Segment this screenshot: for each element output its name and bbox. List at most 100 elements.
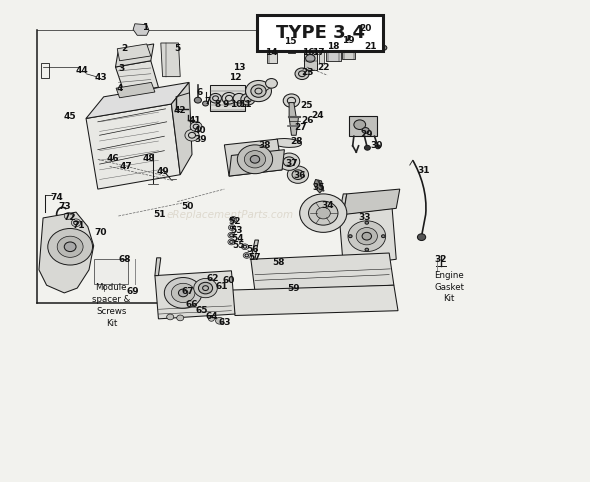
- Circle shape: [198, 282, 212, 294]
- Polygon shape: [339, 208, 396, 266]
- Text: 8: 8: [214, 100, 221, 109]
- Text: 25: 25: [300, 101, 313, 110]
- Circle shape: [185, 130, 199, 141]
- Circle shape: [208, 317, 214, 321]
- Circle shape: [283, 94, 300, 107]
- Circle shape: [348, 221, 386, 252]
- Circle shape: [300, 194, 347, 232]
- Circle shape: [287, 166, 309, 183]
- Text: 22: 22: [317, 63, 329, 71]
- Circle shape: [171, 283, 195, 303]
- Text: 39: 39: [195, 134, 207, 144]
- Circle shape: [295, 68, 309, 80]
- Circle shape: [278, 153, 300, 170]
- Text: 14: 14: [265, 48, 278, 56]
- Circle shape: [178, 289, 188, 297]
- Bar: [209, 85, 245, 111]
- Text: 6: 6: [196, 89, 203, 97]
- Circle shape: [354, 120, 366, 130]
- Text: 34: 34: [321, 201, 334, 210]
- Text: 46: 46: [106, 154, 119, 163]
- Circle shape: [190, 122, 202, 132]
- Bar: [326, 40, 341, 61]
- Circle shape: [230, 216, 237, 222]
- Circle shape: [222, 93, 236, 104]
- Circle shape: [215, 318, 224, 324]
- Bar: [359, 21, 379, 43]
- Text: 64: 64: [205, 312, 218, 321]
- Text: 3: 3: [118, 65, 124, 73]
- Text: 69: 69: [127, 287, 139, 296]
- Circle shape: [176, 315, 183, 321]
- Text: 2: 2: [121, 44, 127, 53]
- Circle shape: [167, 314, 173, 320]
- Polygon shape: [86, 82, 189, 119]
- Text: 7: 7: [205, 97, 211, 106]
- Circle shape: [71, 219, 81, 227]
- Text: 23: 23: [301, 68, 314, 77]
- Bar: [94, 259, 128, 284]
- Polygon shape: [117, 44, 151, 61]
- Text: 52: 52: [229, 217, 241, 226]
- Text: 66: 66: [186, 300, 198, 309]
- Text: 43: 43: [94, 73, 107, 82]
- Text: 30: 30: [370, 141, 382, 150]
- Polygon shape: [133, 24, 149, 35]
- Circle shape: [228, 232, 235, 238]
- Text: Module
spacer &
Screws
Kit: Module spacer & Screws Kit: [92, 283, 130, 328]
- Polygon shape: [116, 44, 154, 67]
- Text: 44: 44: [76, 66, 88, 75]
- Bar: [349, 116, 378, 136]
- Circle shape: [64, 242, 76, 252]
- Text: 26: 26: [301, 116, 314, 125]
- Polygon shape: [161, 43, 180, 77]
- Text: 51: 51: [153, 210, 166, 219]
- Text: 68: 68: [118, 255, 130, 264]
- Text: 53: 53: [230, 226, 242, 235]
- Text: 45: 45: [64, 111, 77, 120]
- Circle shape: [237, 145, 273, 174]
- Text: 5: 5: [174, 44, 181, 53]
- Polygon shape: [314, 179, 323, 193]
- Polygon shape: [171, 82, 192, 174]
- Polygon shape: [86, 104, 180, 189]
- Text: 11: 11: [239, 100, 251, 109]
- Circle shape: [365, 248, 369, 251]
- Polygon shape: [116, 61, 159, 93]
- Text: eReplacementParts.com: eReplacementParts.com: [167, 210, 294, 220]
- Text: 41: 41: [189, 116, 201, 125]
- Text: 36: 36: [293, 171, 306, 180]
- Circle shape: [228, 225, 235, 230]
- Circle shape: [209, 94, 221, 103]
- Text: 15: 15: [284, 37, 297, 46]
- Circle shape: [365, 146, 371, 150]
- Bar: [342, 36, 355, 59]
- Text: 57: 57: [248, 254, 261, 262]
- Text: 61: 61: [215, 282, 228, 291]
- Circle shape: [244, 151, 266, 168]
- Circle shape: [283, 157, 295, 166]
- Text: 48: 48: [143, 154, 155, 163]
- Circle shape: [233, 94, 245, 103]
- Text: 60: 60: [223, 276, 235, 285]
- Circle shape: [376, 145, 381, 149]
- Text: 29: 29: [360, 130, 373, 139]
- Circle shape: [202, 101, 208, 106]
- Text: 35: 35: [312, 183, 324, 192]
- Circle shape: [57, 236, 83, 257]
- Text: 70: 70: [94, 228, 107, 237]
- Text: 13: 13: [233, 64, 245, 72]
- Circle shape: [194, 279, 217, 298]
- Circle shape: [362, 232, 372, 240]
- Text: 55: 55: [232, 241, 245, 250]
- Text: 42: 42: [174, 106, 186, 115]
- Text: 58: 58: [272, 258, 285, 267]
- Text: 59: 59: [287, 283, 300, 293]
- Text: 17: 17: [312, 48, 325, 56]
- Circle shape: [356, 228, 378, 245]
- Circle shape: [306, 54, 315, 62]
- Polygon shape: [339, 194, 347, 214]
- Text: 37: 37: [286, 159, 299, 168]
- Text: 74: 74: [50, 193, 63, 202]
- Circle shape: [266, 79, 277, 88]
